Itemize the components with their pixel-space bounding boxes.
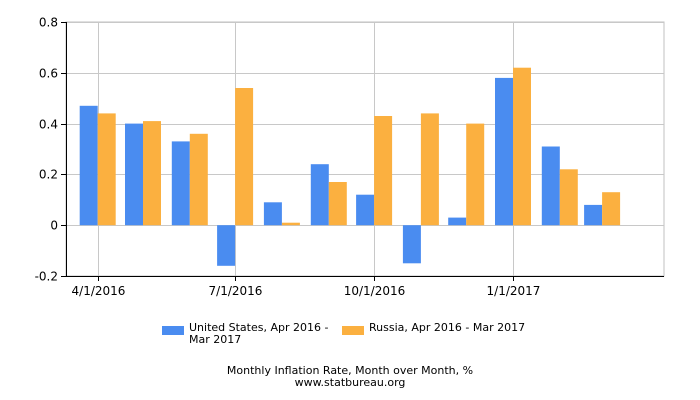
x-tick-label: 7/1/2016 [209,284,263,298]
bar-us [402,225,421,264]
bar-russia [281,222,300,226]
bar-us [448,217,467,226]
bar-russia [235,88,254,226]
bar-russia [420,113,439,226]
bar-russia [189,133,208,226]
bar-russia [559,169,578,226]
y-tick-label: -0.2 [35,270,58,284]
x-tick-label: 1/1/2017 [487,284,541,298]
legend-swatch-us [162,326,184,335]
bar-us [171,141,190,226]
bar-russia [602,192,621,226]
bar-us [495,77,513,226]
bar-russia [97,113,116,226]
bar-us [356,194,375,226]
axes: -0.2 0 0.2 0.4 0.6 0.8 4/1/2016 7/1/2016 10/1/20… [35,16,664,298]
y-tick-label: 0 [50,219,58,233]
chart-subtitle: www.statbureau.org [294,376,406,389]
bars [79,67,621,266]
y-tick-label: 0.4 [39,118,58,132]
bar-us [541,146,560,226]
legend-item-us: United States, Apr 2016 - Mar 2017 [162,322,339,346]
y-tick-label: 0.2 [39,168,58,182]
legend-swatch-russia [342,326,364,335]
x-tick-label: 4/1/2016 [72,284,126,298]
bar-us [125,123,143,226]
bar-russia [374,116,393,226]
y-tick-label: 0.8 [39,16,58,30]
bar-russia [466,123,485,226]
bar-us [263,202,282,226]
legend-label-russia: Russia, Apr 2016 - Mar 2017 [369,321,526,334]
bar-russia [328,182,347,226]
bar-us [79,105,98,226]
legend-label-us: United States, Apr 2016 - Mar 2017 [189,321,329,346]
y-tick-label: 0.6 [39,67,58,81]
inflation-chart: -0.2 0 0.2 0.4 0.6 0.8 4/1/2016 7/1/2016 10/1/20… [35,16,665,298]
bar-russia [143,121,161,226]
bar-russia [513,67,531,226]
chart-title: Monthly Inflation Rate, Month over Month… [226,364,474,377]
plot-area [65,21,665,277]
x-tick-label: 10/1/2016 [344,284,406,298]
bar-us [217,225,236,266]
legend-item-russia: Russia, Apr 2016 - Mar 2017 [342,322,525,335]
bar-us [584,204,603,226]
bar-us [310,164,329,226]
legend: United States, Apr 2016 - Mar 2017 Russi… [162,322,582,350]
